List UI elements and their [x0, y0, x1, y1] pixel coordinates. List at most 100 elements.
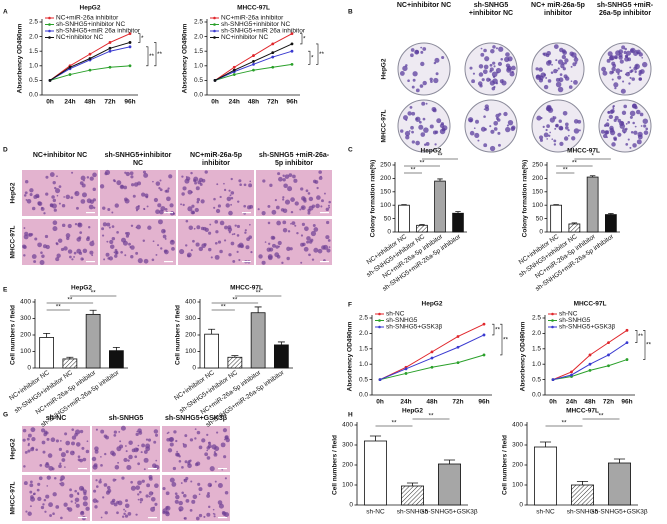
point	[232, 65, 236, 69]
column-label: sh-SNHG5 +miR-26a-5p inhibitor	[596, 2, 654, 17]
colony	[411, 140, 415, 144]
cell	[218, 503, 224, 509]
y-tick-label: 100	[342, 482, 353, 489]
cell	[183, 517, 186, 520]
cell	[45, 192, 49, 196]
bar	[363, 440, 387, 506]
colony	[404, 130, 411, 137]
chart-title: HepG2	[80, 5, 101, 12]
colony	[545, 106, 551, 112]
colony	[615, 68, 621, 74]
cell	[281, 261, 284, 265]
micrograph	[100, 219, 176, 265]
cell	[23, 234, 29, 240]
colony	[629, 66, 632, 69]
cell	[169, 477, 175, 483]
cell	[223, 455, 227, 459]
cell	[86, 440, 89, 443]
bar	[39, 337, 55, 369]
cell	[74, 502, 77, 504]
cell	[230, 191, 235, 195]
point	[625, 341, 629, 345]
cell	[127, 512, 132, 516]
cell	[41, 440, 46, 445]
cell	[82, 457, 87, 462]
cell	[143, 258, 149, 264]
colony	[411, 111, 416, 116]
bar	[534, 446, 558, 506]
cell	[200, 199, 205, 204]
cell	[58, 447, 62, 451]
micrograph	[598, 42, 652, 96]
cell	[60, 516, 63, 520]
colony	[603, 124, 607, 128]
colony	[547, 59, 552, 64]
cell	[143, 450, 148, 454]
cell	[40, 251, 43, 254]
colony	[563, 136, 569, 141]
colony	[484, 56, 490, 62]
cell	[245, 245, 250, 250]
scale-bar	[242, 261, 251, 263]
cell	[95, 485, 99, 488]
colony	[478, 64, 484, 69]
cell	[108, 226, 111, 229]
cell	[181, 491, 184, 495]
cell	[128, 454, 133, 460]
y-tick-label: 1.5	[29, 48, 38, 55]
cell	[223, 438, 226, 441]
cell	[114, 254, 118, 258]
colony	[629, 76, 632, 79]
cell	[214, 241, 218, 245]
cell	[191, 204, 195, 208]
cell	[99, 478, 102, 481]
y-tick-label: 2.0	[359, 330, 368, 337]
colony	[418, 120, 422, 124]
point	[232, 68, 236, 72]
cell	[52, 492, 57, 497]
error-bar	[277, 341, 285, 345]
error-bar	[254, 306, 262, 313]
cell	[182, 203, 185, 207]
colony	[431, 106, 437, 112]
x-tick-label: 48h	[248, 99, 259, 106]
colony	[420, 132, 426, 137]
cell	[228, 189, 231, 192]
significance-label: **	[561, 420, 567, 427]
colony	[618, 55, 623, 60]
cell	[141, 443, 145, 448]
colony	[408, 130, 411, 132]
cell	[326, 220, 330, 225]
cell	[311, 258, 315, 261]
cell	[181, 175, 184, 178]
significance-bracket	[316, 43, 319, 65]
y-tick-label: 300	[512, 442, 523, 449]
cell	[133, 182, 139, 187]
significance-label: **	[598, 413, 604, 420]
cell	[223, 182, 225, 185]
cell	[148, 476, 153, 481]
series-line	[552, 342, 628, 381]
cell	[206, 494, 211, 498]
colony	[572, 62, 577, 67]
colony	[570, 65, 573, 68]
colony	[420, 50, 424, 54]
colony	[472, 72, 476, 75]
cell	[89, 241, 95, 247]
cell	[122, 515, 125, 518]
point	[108, 46, 112, 50]
significance-label: **	[437, 153, 443, 160]
cell	[304, 226, 309, 232]
cell	[33, 260, 37, 264]
colony	[565, 126, 569, 130]
y-tick-label: 1.5	[532, 346, 541, 353]
cell	[75, 442, 81, 447]
cell	[106, 222, 111, 227]
legend-marker	[48, 23, 51, 26]
cell	[81, 446, 85, 450]
colony	[495, 47, 498, 50]
significance-label: **	[56, 304, 62, 311]
colony	[571, 136, 576, 141]
colony	[429, 124, 434, 129]
cell	[25, 510, 28, 513]
